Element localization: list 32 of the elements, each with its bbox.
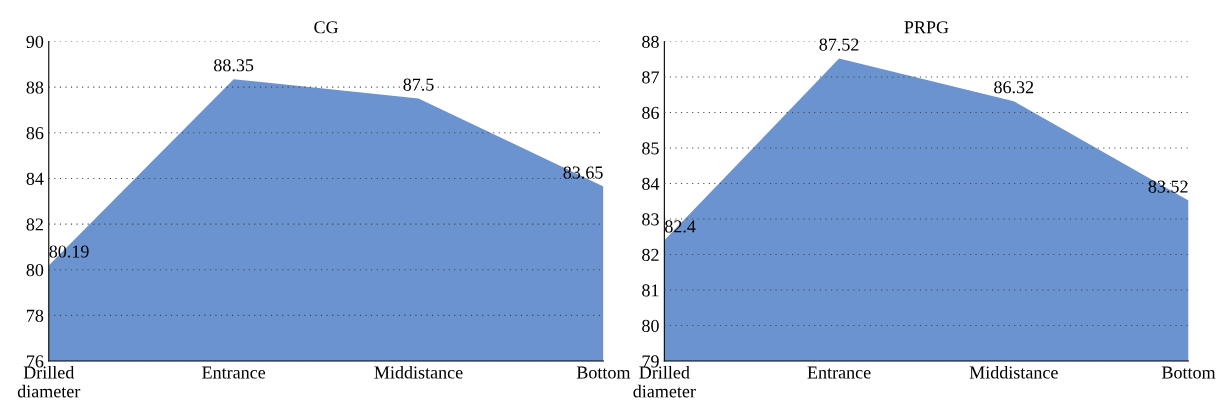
x-tick-label: Entrance: [202, 366, 266, 379]
y-tick-label: 80: [642, 319, 659, 332]
y-tick-label: 83: [642, 213, 659, 226]
x-tick-label: Entrance: [807, 366, 871, 379]
y-tick-label: 84: [26, 172, 44, 185]
data-label: 86.32: [994, 81, 1034, 94]
y-tick-label: 81: [642, 284, 659, 297]
chart-title: CG: [314, 21, 339, 34]
y-tick-label: 78: [27, 309, 44, 322]
y-tick-label: 82: [642, 248, 659, 261]
y-tick-label: 87: [642, 71, 659, 84]
y-tick-label: 86: [26, 127, 44, 140]
y-tick-label: 82: [26, 218, 43, 231]
data-label: 87.52: [819, 38, 859, 51]
data-label: 88.35: [214, 59, 254, 72]
x-tick-label: Drilled diameter: [17, 365, 81, 398]
x-tick-label: Middistance: [969, 365, 1058, 379]
x-tick-label: Bottom: [576, 366, 631, 379]
y-tick-label: 90: [26, 35, 44, 48]
x-tick-label: Drilled diameter: [633, 365, 696, 398]
x-tick-label: Bottom: [1161, 366, 1216, 379]
y-tick-label: 86: [642, 106, 659, 119]
y-tick-label: 88: [26, 81, 44, 94]
y-tick-label: 79: [642, 355, 659, 368]
y-tick-label: 88: [642, 35, 659, 48]
data-label: 87.5: [403, 78, 434, 91]
y-tick-label: 80: [26, 264, 44, 277]
x-tick-label: Middistance: [374, 365, 463, 379]
y-tick-label: 76: [27, 355, 44, 368]
y-tick-label: 84: [642, 177, 660, 190]
chart-title: PRPG: [904, 21, 949, 34]
y-tick-label: 85: [642, 142, 659, 155]
